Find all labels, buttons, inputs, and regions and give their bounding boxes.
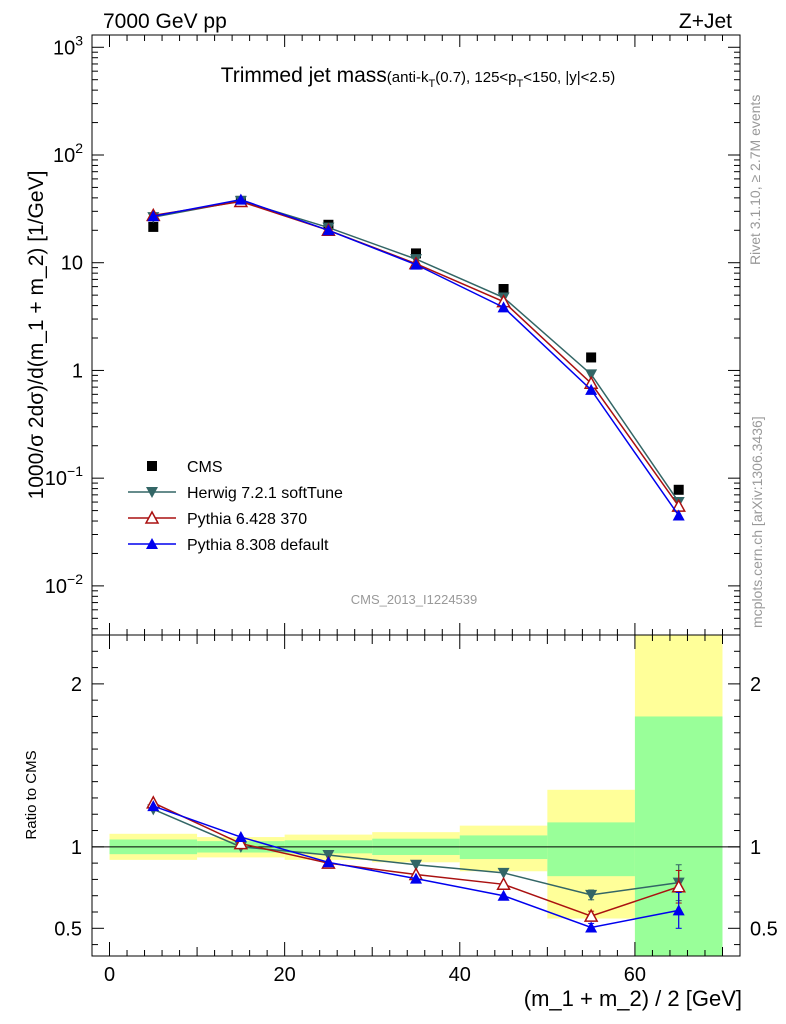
legend-marker xyxy=(147,461,157,471)
legend-label: Pythia 6.428 370 xyxy=(187,511,307,528)
legend-label: Herwig 7.2.1 softTune xyxy=(187,485,343,502)
x-tick-label: 60 xyxy=(624,964,646,986)
ratio-y-axis-title: Ratio to CMS xyxy=(23,750,40,839)
series-line xyxy=(153,200,680,503)
y-tick-label: 0.5 xyxy=(54,918,82,940)
ratio-series-pythia-6-428-370 xyxy=(146,795,686,922)
y-tick-label-right: 1 xyxy=(750,837,761,859)
series-line xyxy=(153,198,680,516)
data-point xyxy=(672,509,685,521)
header-left: 7000 GeV pp xyxy=(103,10,227,33)
data-point xyxy=(234,193,247,205)
ratio-point xyxy=(410,859,422,871)
data-point xyxy=(498,284,509,295)
y-tick-label: 102 xyxy=(53,140,83,167)
data-point xyxy=(585,383,598,395)
y-tick-label: 10 xyxy=(61,253,83,275)
x-axis-title: (m_1 + m_2) / 2 [GeV] xyxy=(524,986,742,1011)
analysis-watermark: CMS_2013_I1224539 xyxy=(351,592,478,607)
y-tick-label: 2 xyxy=(71,674,82,696)
mcplots-label: mcplots.cern.ch [arXiv:1306.3436] xyxy=(749,416,765,628)
data-point xyxy=(411,248,421,259)
legend-marker xyxy=(144,510,160,524)
data-point xyxy=(673,484,684,495)
legend-entry: CMS xyxy=(147,459,223,476)
header-right: Z+Jet xyxy=(679,10,732,33)
y-tick-label: 1 xyxy=(72,360,83,382)
y-tick-label: 10−1 xyxy=(45,463,83,490)
legend: CMS Herwig 7.2.1 softTune Pythia 6.428 370… xyxy=(128,459,343,554)
ratio-point xyxy=(322,849,335,861)
data-point xyxy=(147,210,160,222)
legend-entry: Pythia 8.308 default xyxy=(128,537,329,554)
ratio-point xyxy=(585,921,598,933)
x-tick-label: 0 xyxy=(104,964,115,986)
ratio-panel: 0 20 40 60 2 2 1 1 0.5 0.5 xyxy=(54,634,778,986)
legend-marker xyxy=(146,538,158,549)
ratio-frame xyxy=(91,634,741,957)
ratio-point xyxy=(583,908,599,922)
legend-marker xyxy=(146,487,158,498)
ratio-point xyxy=(322,856,335,868)
main-y-axis-title: 1000/σ 2dσ)/d(m_1 + m_2) [1/GeV] xyxy=(25,171,48,500)
ratio-point xyxy=(671,879,686,893)
y-tick-label: 10−2 xyxy=(45,571,83,598)
legend-entry: Herwig 7.2.1 softTune xyxy=(128,485,343,502)
x-tick-label: 20 xyxy=(274,964,296,986)
ratio-point xyxy=(234,831,247,843)
legend-label: CMS xyxy=(187,459,223,476)
ratio-point xyxy=(497,889,510,901)
ratio-point xyxy=(585,889,598,901)
legend-label: Pythia 8.308 default xyxy=(187,537,329,554)
plot-title: Trimmed jet mass(anti-kT(0.7), 125<pT<15… xyxy=(221,64,616,90)
series-cms xyxy=(148,195,684,495)
ratio-point xyxy=(497,867,510,879)
legend-entry: Pythia 6.428 370 xyxy=(128,510,307,528)
data-point xyxy=(586,352,597,363)
y-tick-label: 103 xyxy=(53,32,83,59)
data-point xyxy=(585,369,598,381)
series-pythia-6-428-370 xyxy=(146,193,686,512)
ratio-point xyxy=(496,876,511,891)
data-point xyxy=(497,301,510,313)
uncertainty-band-green xyxy=(547,822,635,877)
y-tick-label: 1 xyxy=(71,837,82,859)
y-tick-label-right: 0.5 xyxy=(750,918,778,940)
series-pythia-8-308-default xyxy=(147,193,685,521)
x-tick-label: 40 xyxy=(449,964,471,986)
ratio-point xyxy=(233,836,249,850)
data-point xyxy=(148,221,159,232)
series-line xyxy=(153,200,680,507)
data-point xyxy=(410,258,422,270)
y-tick-label-right: 2 xyxy=(750,674,761,696)
ratio-series-pythia-8-308-default xyxy=(147,800,685,933)
series-herwig-7-2-1-softtune xyxy=(147,195,685,509)
ratio-point xyxy=(410,872,422,884)
data-point xyxy=(322,224,335,236)
rivet-label: Rivet 3.1.10, ≥ 2.7M events xyxy=(747,95,763,265)
ratio-point xyxy=(147,800,160,812)
ratio-point xyxy=(672,904,685,916)
